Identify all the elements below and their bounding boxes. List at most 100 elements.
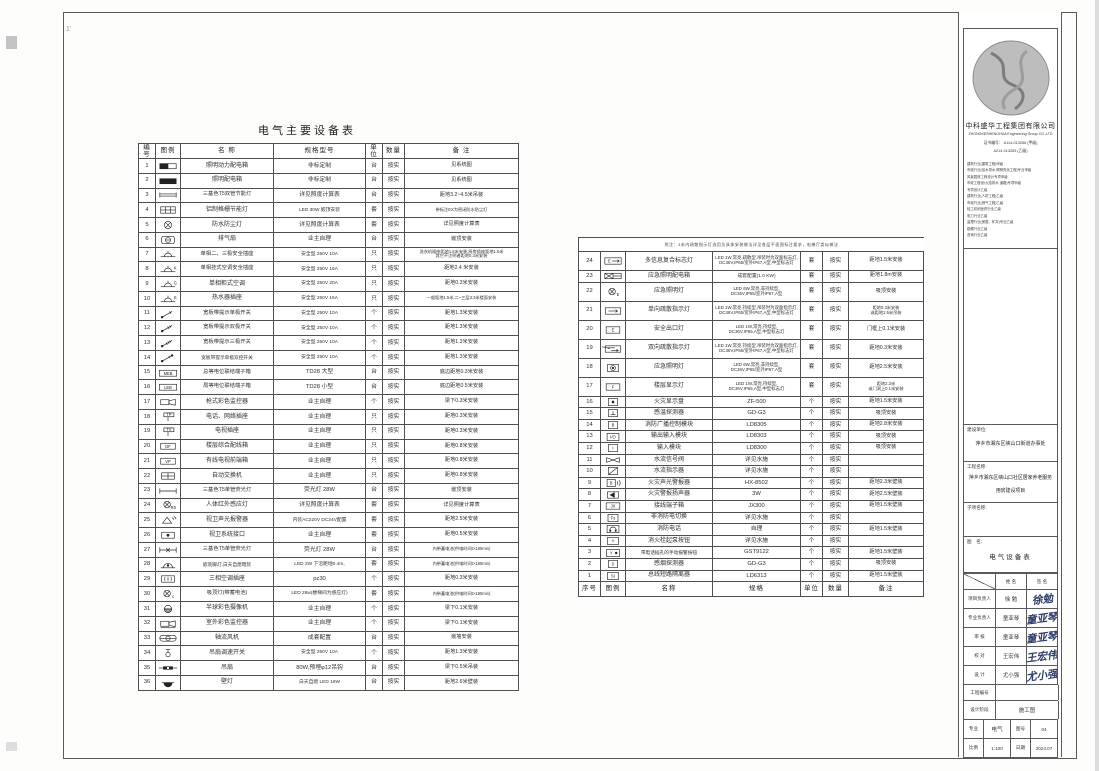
cell-qty: 按实 [823,282,849,301]
cell-number: 33 [139,631,156,646]
drawing-name-label: 图 名: [967,539,983,544]
person-name: 童亚琴 [996,609,1027,627]
table-header-row: 编号 图例名 称规格型号 单位 数量备 注 [139,144,519,159]
cell-spec: TD28 大型 [274,365,366,380]
m-sl-icon: B [606,479,621,488]
equipment-row: 17 枪式彩色监控器 业主自理个按实 梁下0.3米安装 [139,395,519,411]
cell-spec: ZF-500 [713,396,801,408]
cell-legend: I [601,442,626,454]
equipment-row: 19 双向疏散指示灯 LED 1W,常亮,持续型,吊装时为双面指示灯, DC36V,I… [579,339,924,359]
cell-remark: 嵌墙安装 [405,631,519,646]
cell-legend: F [601,377,626,396]
equipment-row: 24 RS 人体红外感应灯 详见照度计算表套按实 详见照度计算表 [139,498,519,514]
cell-remark: 距地0.8米安装 [405,439,519,454]
circle-x-c-icon: c [163,590,174,599]
cell-legend [156,675,181,690]
cell-number: 26 [139,528,156,542]
cell-spec: LD8300 [713,442,801,454]
cell-unit: 个 [801,419,823,431]
cell-remark: 吸顶安装 [849,558,924,570]
signature: 徐勉 [1031,593,1054,607]
left-table-title: 电气主要设备表 [258,125,356,137]
cell-spec: pz30 [274,572,366,587]
cell-remark: 距地2.3米壁装 [849,477,924,489]
equipment-row: 2 照明配电箱 非标定制台按实 见系统图 [139,173,519,189]
svg-text:Y: Y [610,550,613,555]
column-header: 序号 [579,582,601,597]
cell-name: 火灾声光警报器 [626,477,713,489]
svg-text:I/O: I/O [610,434,615,439]
cell-number: 12 [139,321,156,336]
cell-number: 20 [139,439,156,454]
cell-spec: 安全型 250V 10A [274,247,366,262]
titleblock-row: 比例 1:100 日期 2024.07 [964,739,1058,758]
cell-unit: 个 [801,570,823,582]
cell-remark: 距地1.5米壁装 [849,570,924,582]
cell-unit: 套 [366,498,383,513]
qualification-line: 建筑行业(建筑工程)甲级 [967,162,1004,166]
cell-number: 32 [139,616,156,631]
discipline-value: 电气 [984,720,1011,738]
project-no-label: 工程编号 [964,685,996,700]
svg-text:F: F [612,384,615,389]
cell-unit: 只 [366,439,383,454]
cell-unit: 台 [366,483,383,498]
cell-legend [601,524,626,535]
cell-spec: 安全型 250V 10A [274,321,366,336]
cell-legend [156,188,181,203]
cell-number: 5 [579,524,601,535]
cell-number: 24 [579,252,601,270]
cell-legend [156,572,181,587]
cell-unit: 套 [801,339,823,358]
signature-cell: 童亚琴 [1027,609,1058,627]
cell-legend: G [156,277,181,291]
equipment-row: 23 应急照明配电箱 成套配置(1.0 KW) 套按实 距地1.8m安装 [579,271,924,283]
column-header: 备 注 [405,144,519,158]
cell-qty: 按实 [383,321,405,336]
cell-legend [156,616,181,631]
box-half-icon [159,163,177,169]
cell-unit: 个 [801,442,823,454]
cell-name: 视卫声光报警器 [181,513,274,528]
cell-legend: VP [156,454,181,469]
svg-text:Y: Y [612,539,615,544]
fan-box-icon [161,235,175,244]
cell-unit: 只 [366,247,383,262]
switch-2-icon [160,325,173,333]
cell-number: 10 [579,466,601,477]
m-sq-bc-icon: B [608,421,618,430]
column-header: 备注 [849,582,924,597]
cell-unit: 个 [366,572,383,587]
svg-text:SI: SI [611,573,615,578]
svg-text:JX: JX [611,504,616,509]
equipment-row: 24 E 多信息复合标志灯 LED 1W,常亮,疏散型,吊装时为双面标志灯, DC36V… [579,252,924,271]
person-name: 徐 勉 [996,590,1027,608]
cell-legend [601,408,626,419]
m-sq-temp-icon [608,409,618,418]
cell-qty: 按实 [823,358,849,377]
cell-unit: 台 [366,232,383,247]
switch-1-icon [160,310,173,318]
equipment-row: 1 SI 总线短路隔离器 LD6313 个按实 距地1.5米壁装 [579,570,924,583]
equipment-row: 19 TV 电视插座 业主自理只按实 距地0.3米安装 [139,424,519,440]
svg-text:LEB: LEB [164,385,172,390]
cell-name: 单向疏散指示灯 [626,301,713,320]
cell-spec: 荧光灯 28W [274,542,366,557]
m-embox-icon [604,273,622,280]
cell-name: 三基色T5单管荧光灯 [181,483,274,498]
cell-spec: 成套配置 [274,631,366,646]
cell-name: 枪式彩色监控器 [181,395,274,410]
cell-spec: LD8305 [713,419,801,431]
cell-name: 铝制格栅节能灯 [181,203,274,218]
cell-unit: 套 [801,320,823,339]
cell-unit: 个 [801,454,823,466]
cell-qty: 按实 [823,419,849,431]
box-leb-icon: LEB [159,384,177,391]
cell-qty: 按实 [383,395,405,410]
cell-qty: 按实 [383,424,405,439]
m-valve-icon [606,457,620,463]
cell-qty: 按实 [823,500,849,512]
cell-qty: 按实 [383,483,405,498]
cell-number: 22 [579,282,601,301]
cell-spec: LED 1W,常亮,持续型, DC36V,IP65,A型,中型标志灯 [713,320,801,339]
